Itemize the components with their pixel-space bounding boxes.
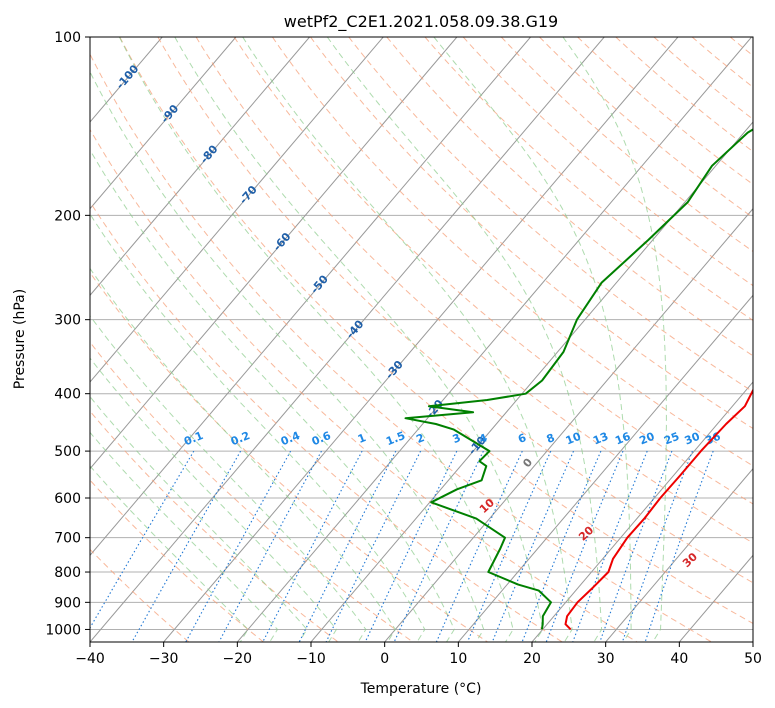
moist-adiabat-line bbox=[90, 149, 455, 642]
x-tick-label: −10 bbox=[296, 651, 326, 667]
isotherm-line bbox=[384, 207, 753, 642]
mixing-ratio-label: 30 bbox=[683, 430, 702, 448]
dry-adiabat-line bbox=[195, 37, 753, 544]
x-tick-label: 30 bbox=[597, 651, 615, 667]
mixing-ratio-line bbox=[325, 450, 422, 642]
mixing-ratio-label: 8 bbox=[545, 431, 557, 446]
y-axis-label: Pressure (hPa) bbox=[12, 289, 28, 389]
y-tick-label: 1000 bbox=[45, 622, 81, 638]
dry-adiabat-line bbox=[119, 37, 753, 625]
x-tick-label: −20 bbox=[223, 651, 253, 667]
dry-adiabat-line bbox=[90, 53, 712, 642]
x-tick-label: −30 bbox=[149, 651, 179, 667]
isotherm-line bbox=[163, 37, 679, 642]
dry-adiabat-line bbox=[157, 37, 753, 584]
y-tick-label: 200 bbox=[54, 208, 81, 224]
y-tick-label: 800 bbox=[54, 565, 81, 581]
moist-adiabat-line bbox=[433, 37, 632, 642]
isotherm-line bbox=[605, 467, 753, 642]
plot-frame bbox=[89, 36, 754, 643]
mixing-ratio-line bbox=[298, 450, 397, 642]
dry-adiabat-line bbox=[90, 341, 414, 642]
mixing-ratio-line bbox=[644, 450, 714, 642]
x-axis-ticks: −40 −30 −20 −10 0 10 20 30 40 50 bbox=[75, 642, 762, 667]
x-tick-label: −40 bbox=[75, 651, 105, 667]
y-tick-label: 900 bbox=[54, 595, 81, 611]
mixing-ratio-lines bbox=[90, 450, 714, 642]
x-tick-label: 10 bbox=[449, 651, 467, 667]
moist-adiabat-line bbox=[118, 37, 514, 642]
mixing-ratio-line bbox=[545, 450, 624, 642]
mixing-ratio-line bbox=[185, 450, 292, 642]
isotherm-line bbox=[90, 37, 237, 210]
moist-adiabat-lines bbox=[90, 37, 667, 642]
mixing-ratio-line bbox=[599, 450, 673, 642]
mixing-ratio-label: 2 bbox=[414, 431, 426, 446]
moist-adiabat-line bbox=[90, 213, 426, 642]
mixing-ratio-line bbox=[262, 450, 363, 642]
sounding-series bbox=[404, 128, 753, 631]
moist-adiabat-line bbox=[90, 267, 396, 642]
mixing-ratio-label: 16 bbox=[613, 430, 632, 448]
dry-adiabat-line bbox=[90, 128, 638, 642]
x-tick-label: 50 bbox=[744, 651, 762, 667]
dry-adiabat-line bbox=[310, 37, 753, 430]
x-tick-label: 40 bbox=[670, 651, 688, 667]
y-axis-ticks: 100 200 300 400 500 600 700 800 900 1000 bbox=[45, 30, 90, 638]
mixing-ratio-label: 13 bbox=[591, 430, 610, 448]
isotherm-line bbox=[90, 37, 310, 297]
x-tick-label: 0 bbox=[380, 651, 389, 667]
dry-adiabat-line bbox=[462, 37, 753, 287]
line-labels: -100-90-80-70-60-50-40-30-20-10010203040… bbox=[114, 62, 723, 570]
moist-adiabat-line bbox=[326, 37, 603, 642]
x-tick-label: 20 bbox=[523, 651, 541, 667]
mixing-ratio-line bbox=[393, 450, 484, 642]
moist-adiabat-line bbox=[90, 357, 338, 642]
isotherm-line bbox=[531, 381, 753, 642]
mixing-ratio-line bbox=[131, 450, 242, 642]
plot-area: -100-90-80-70-60-50-40-30-20-10010203040… bbox=[90, 37, 753, 642]
isotherm-line bbox=[90, 37, 458, 470]
temperature-profile bbox=[564, 388, 753, 631]
dry-adiabat-line bbox=[233, 37, 753, 505]
mixing-ratio-label: 20 bbox=[637, 430, 656, 448]
isotherm-line bbox=[236, 37, 752, 642]
pressure-gridlines bbox=[90, 37, 753, 630]
dry-adiabat-line bbox=[348, 37, 753, 393]
y-tick-label: 500 bbox=[54, 444, 81, 460]
moist-adiabat-line bbox=[90, 70, 485, 642]
mixing-ratio-label: 1 bbox=[356, 431, 368, 446]
y-tick-label: 300 bbox=[54, 313, 81, 329]
dry-adiabat-line bbox=[90, 479, 264, 642]
isotherm-line bbox=[90, 37, 605, 642]
mixing-ratio-label: 25 bbox=[662, 430, 681, 448]
y-tick-label: 100 bbox=[54, 30, 81, 46]
x-axis-label: Temperature (°C) bbox=[360, 681, 482, 697]
moist-adiabat-line bbox=[562, 37, 667, 642]
chart-title: wetPf2_C2E1.2021.058.09.38.G19 bbox=[284, 12, 558, 32]
mixing-ratio-line bbox=[364, 450, 458, 642]
isotherm-line bbox=[90, 37, 384, 383]
dewpoint-profile bbox=[404, 128, 753, 630]
isotherm-lines bbox=[90, 37, 753, 642]
moist-adiabat-line bbox=[90, 465, 249, 642]
mixing-ratio-line bbox=[521, 450, 602, 642]
mixing-ratio-line bbox=[621, 450, 693, 642]
y-tick-label: 400 bbox=[54, 387, 81, 403]
moist-adiabat-line bbox=[90, 395, 308, 642]
mixing-ratio-label: 3 bbox=[451, 431, 463, 446]
y-tick-label: 700 bbox=[54, 531, 81, 547]
mixing-ratio-line bbox=[572, 450, 648, 642]
mixing-ratio-label: 10 bbox=[564, 430, 583, 448]
moist-adiabat-line bbox=[90, 314, 367, 642]
dry-adiabat-line bbox=[577, 37, 753, 186]
isotherm-line bbox=[90, 37, 531, 557]
mixing-ratio-line bbox=[218, 450, 322, 642]
y-tick-label: 600 bbox=[54, 491, 81, 507]
isotherm-line bbox=[457, 294, 753, 642]
